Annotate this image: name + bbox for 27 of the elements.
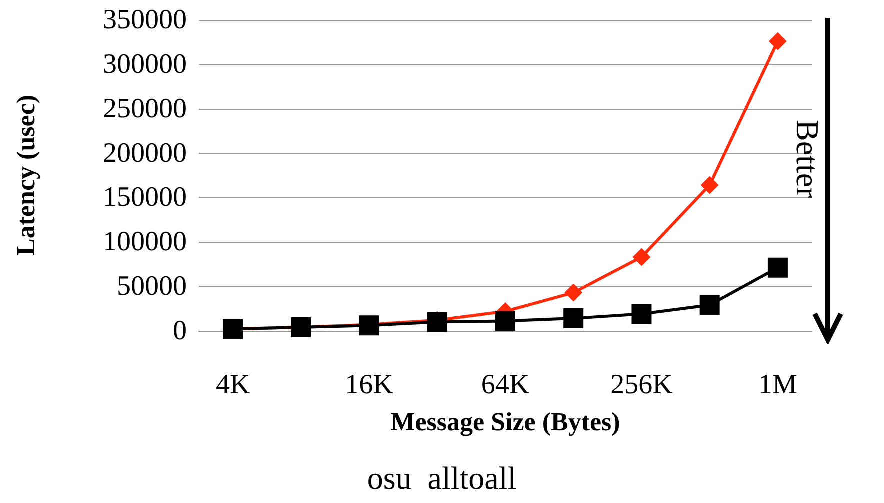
x-tick-label: 4K bbox=[216, 370, 250, 400]
point bbox=[632, 248, 651, 266]
y-tick-label: 100000 bbox=[103, 226, 187, 258]
point bbox=[700, 176, 719, 194]
annotation: Better bbox=[789, 120, 826, 198]
point bbox=[700, 295, 720, 316]
text: osu alltoall bbox=[367, 460, 517, 496]
point bbox=[427, 312, 448, 332]
x-axis-title: Message Size (Bytes) bbox=[390, 408, 620, 436]
point bbox=[496, 311, 516, 332]
x-tick-label: 64K bbox=[481, 370, 530, 400]
y-tick-label: 200000 bbox=[103, 138, 187, 169]
point bbox=[632, 304, 652, 324]
x-tick-label: 1M bbox=[758, 370, 798, 400]
y-tick-label: 0 bbox=[173, 316, 187, 346]
point bbox=[768, 258, 788, 278]
x-tick-label: 256K bbox=[610, 370, 673, 400]
x-tick-label: 16K bbox=[345, 370, 394, 400]
point bbox=[768, 32, 787, 50]
y-axis-title: Latency (usec) bbox=[12, 94, 40, 256]
y-tick-label: 250000 bbox=[103, 93, 187, 124]
point bbox=[564, 284, 583, 302]
y-tick-label: 50000 bbox=[117, 271, 187, 302]
y-tick-label: 350000 bbox=[103, 4, 187, 36]
y-tick-label: 300000 bbox=[103, 48, 187, 80]
y-tick-label: 150000 bbox=[103, 182, 187, 214]
point bbox=[564, 308, 584, 329]
